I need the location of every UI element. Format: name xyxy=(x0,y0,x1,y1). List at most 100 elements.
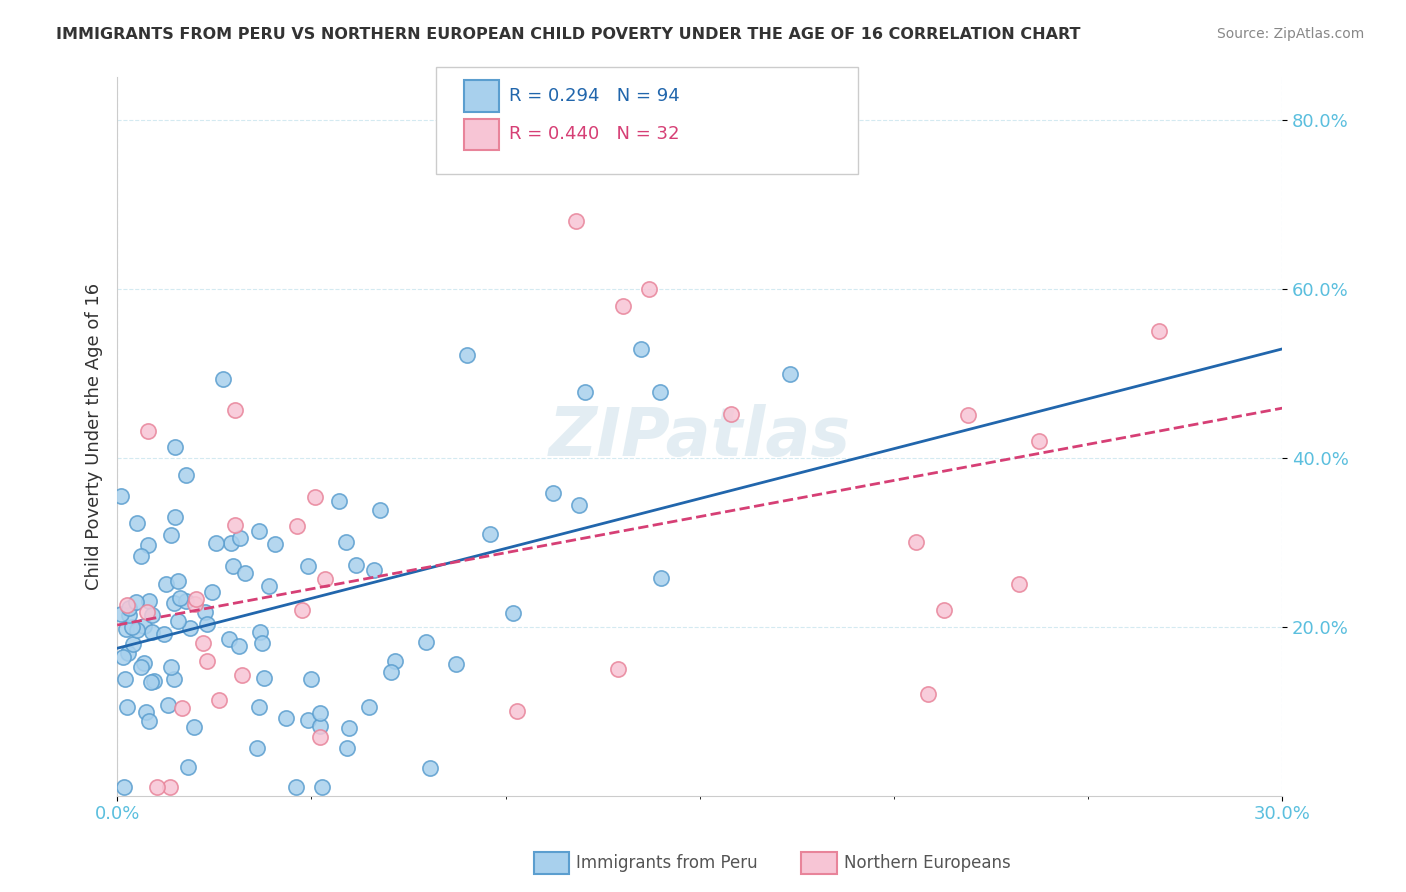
Point xyxy=(249,624,271,639)
Point xyxy=(160,659,183,673)
Point xyxy=(336,741,359,756)
Point xyxy=(311,780,333,795)
Point xyxy=(162,596,184,610)
Point xyxy=(568,499,591,513)
Point xyxy=(233,566,256,581)
Text: Northern Europeans: Northern Europeans xyxy=(844,854,1011,871)
Point xyxy=(129,659,152,673)
Text: IMMIGRANTS FROM PERU VS NORTHERN EUROPEAN CHILD POVERTY UNDER THE AGE OF 16 CORR: IMMIGRANTS FROM PERU VS NORTHERN EUROPEA… xyxy=(56,27,1081,42)
Point xyxy=(607,662,630,676)
Point xyxy=(565,214,588,228)
Point xyxy=(146,780,169,795)
Point xyxy=(141,625,163,640)
Point xyxy=(720,407,742,421)
Point xyxy=(152,626,174,640)
Point xyxy=(165,440,187,454)
Text: Immigrants from Peru: Immigrants from Peru xyxy=(576,854,758,871)
Point xyxy=(380,665,402,680)
Point xyxy=(205,536,228,550)
Point xyxy=(479,526,502,541)
Point xyxy=(114,672,136,686)
Point xyxy=(129,549,152,563)
Point xyxy=(612,299,634,313)
Point xyxy=(285,519,308,533)
Point xyxy=(650,571,672,585)
Text: R = 0.440   N = 32: R = 0.440 N = 32 xyxy=(509,125,679,143)
Point xyxy=(212,372,235,386)
Text: Source: ZipAtlas.com: Source: ZipAtlas.com xyxy=(1216,27,1364,41)
Point xyxy=(115,622,138,636)
Point xyxy=(201,584,224,599)
Point xyxy=(357,700,380,714)
Point xyxy=(132,619,155,633)
Point xyxy=(143,673,166,688)
Point xyxy=(247,524,270,538)
Point xyxy=(1028,434,1050,448)
Point xyxy=(335,535,357,549)
Point xyxy=(183,597,205,611)
Point xyxy=(344,558,367,573)
Point xyxy=(121,620,143,634)
Point xyxy=(314,572,336,586)
Point xyxy=(125,516,148,531)
Point xyxy=(337,721,360,735)
Point xyxy=(502,606,524,620)
Point xyxy=(141,607,163,622)
Point xyxy=(297,558,319,573)
Point xyxy=(195,616,218,631)
Point xyxy=(224,517,246,532)
Point xyxy=(415,635,437,649)
Point xyxy=(231,668,253,682)
Point xyxy=(252,636,274,650)
Point xyxy=(637,282,659,296)
Point xyxy=(174,594,197,608)
Point xyxy=(574,384,596,399)
Point xyxy=(191,635,214,649)
Point xyxy=(208,693,231,707)
Point xyxy=(118,608,141,623)
Point xyxy=(304,491,326,505)
Point xyxy=(309,719,332,733)
Point xyxy=(309,706,332,721)
Point xyxy=(541,486,564,500)
Point xyxy=(159,528,181,542)
Point xyxy=(384,654,406,668)
Point xyxy=(138,538,160,552)
Point xyxy=(139,674,162,689)
Point xyxy=(219,536,242,550)
Point xyxy=(138,424,160,438)
Point xyxy=(328,493,350,508)
Point xyxy=(957,409,980,423)
Point xyxy=(159,780,181,795)
Point xyxy=(456,348,478,362)
Y-axis label: Child Poverty Under the Age of 16: Child Poverty Under the Age of 16 xyxy=(86,283,103,591)
Point xyxy=(779,368,801,382)
Point xyxy=(1147,324,1170,338)
Point xyxy=(444,657,467,672)
Point xyxy=(247,699,270,714)
Point xyxy=(169,591,191,606)
Point xyxy=(110,607,132,621)
Point xyxy=(167,574,190,589)
Point xyxy=(155,576,177,591)
Point xyxy=(157,698,180,712)
Point xyxy=(246,741,269,756)
Point xyxy=(1008,577,1031,591)
Point xyxy=(165,510,187,524)
Point xyxy=(138,714,160,729)
Point xyxy=(174,468,197,483)
Point xyxy=(110,489,132,503)
Point xyxy=(222,559,245,574)
Point xyxy=(274,711,297,725)
Point xyxy=(309,730,332,744)
Point xyxy=(167,614,190,628)
Point xyxy=(224,403,246,417)
Point xyxy=(125,595,148,609)
Point xyxy=(162,673,184,687)
Point xyxy=(257,579,280,593)
Point xyxy=(917,687,939,701)
Point xyxy=(138,594,160,608)
Point xyxy=(179,621,201,635)
Point xyxy=(263,536,285,550)
Point xyxy=(291,603,314,617)
